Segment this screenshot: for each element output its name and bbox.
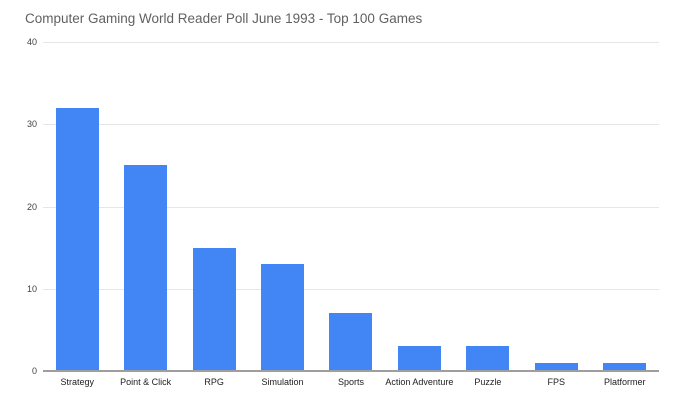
bar-rpg xyxy=(192,247,236,371)
bar-slot-sports xyxy=(317,42,385,371)
x-tick-label-action-adventure: Action Adventure xyxy=(385,377,454,387)
y-tick-label-30: 30 xyxy=(26,119,37,130)
plot-area xyxy=(43,42,659,371)
bar-puzzle xyxy=(466,346,510,371)
x-axis-labels: Strategy Point & Click RPG Simulation Sports… xyxy=(43,377,659,387)
x-tick-label-rpg: RPG xyxy=(204,377,224,387)
bar-slot-fps xyxy=(522,42,590,371)
gridline-40 xyxy=(43,42,659,43)
bar-point-click xyxy=(124,165,168,371)
x-tick-label-puzzle: Puzzle xyxy=(474,377,502,387)
bar-slot-puzzle xyxy=(454,42,522,371)
x-axis-line xyxy=(43,370,659,372)
x-tick-label-strategy: Strategy xyxy=(60,377,94,387)
x-tick-label-point-click: Point & Click xyxy=(120,377,172,387)
chart-title: Computer Gaming World Reader Poll June 1… xyxy=(25,11,423,26)
y-axis-labels: 0 10 20 30 40 xyxy=(0,37,37,376)
gridline-30 xyxy=(43,124,659,126)
y-tick-label-40: 40 xyxy=(26,37,37,47)
x-tick-label-platformer: Platformer xyxy=(603,377,646,387)
bar-sports xyxy=(329,313,373,371)
bar-fps xyxy=(534,362,578,371)
bar-slot-action-adventure xyxy=(385,42,453,371)
bar-slot-platformer xyxy=(591,42,659,371)
bars-row xyxy=(43,42,659,371)
y-tick-label-20: 20 xyxy=(26,201,37,212)
bar-slot-point-click xyxy=(111,42,179,371)
bar-strategy xyxy=(55,107,99,371)
bar-action-adventure xyxy=(397,346,441,371)
x-tick-label-simulation: Simulation xyxy=(261,377,304,387)
bar-slot-strategy xyxy=(43,42,111,371)
gridline-20 xyxy=(43,206,659,208)
bar-simulation xyxy=(261,264,305,371)
x-tick-label-fps: FPS xyxy=(547,377,566,387)
x-tick-label-sports: Sports xyxy=(337,377,364,387)
bar-slot-rpg xyxy=(180,42,248,371)
bar-slot-simulation xyxy=(248,42,316,371)
y-tick-label-10: 10 xyxy=(26,283,37,294)
bar-platformer xyxy=(603,362,647,371)
gridline-10 xyxy=(43,288,659,290)
y-tick-label-0: 0 xyxy=(31,366,37,376)
